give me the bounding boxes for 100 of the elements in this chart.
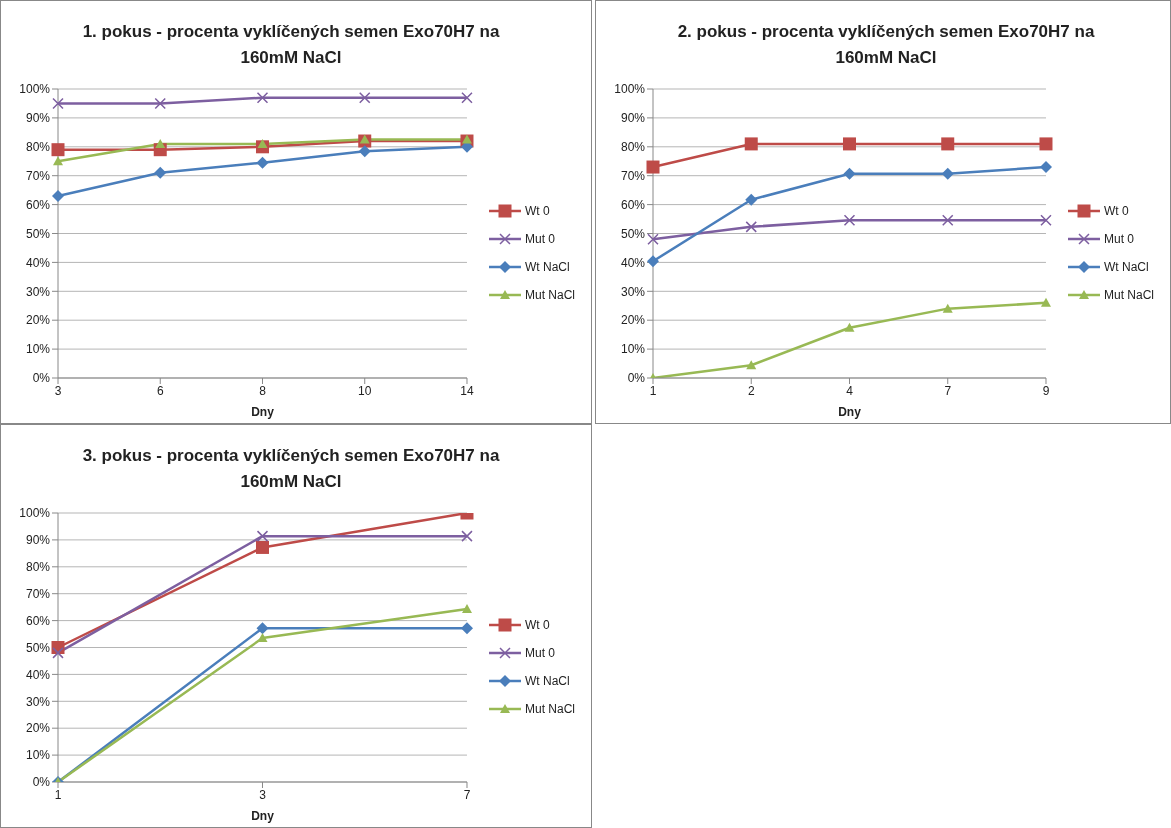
y-tick-label: 100%	[19, 82, 51, 97]
y-tick-label: 70%	[25, 168, 51, 183]
x-tick-label: 1	[649, 383, 657, 398]
chart-title: 1. pokus - procenta vyklíčených semen Exo70H7 na 160mM NaCl	[81, 21, 501, 69]
point	[646, 160, 660, 174]
point	[647, 233, 659, 246]
point	[256, 530, 269, 542]
point	[745, 221, 757, 233]
y-tick-label: 10%	[25, 342, 51, 357]
point	[941, 214, 954, 226]
y-tick-label: 20%	[620, 313, 646, 328]
point	[256, 156, 269, 169]
y-tick-label: 30%	[25, 284, 51, 299]
point	[52, 647, 64, 659]
y-tick-label: 100%	[19, 506, 51, 521]
point	[154, 97, 166, 110]
y-tick-label: 90%	[620, 111, 646, 126]
legend-label: Wt 0	[524, 618, 550, 632]
y-tick-label: 0%	[32, 371, 51, 386]
point	[257, 633, 268, 643]
y-tick-label: 10%	[25, 748, 51, 763]
x-tick-label: 7	[463, 787, 471, 802]
point	[461, 530, 473, 542]
point	[746, 360, 757, 370]
legend-label: Mut NaCl	[524, 702, 575, 716]
point	[842, 137, 856, 151]
legend-label: Mut 0	[1103, 232, 1134, 246]
point	[844, 322, 855, 332]
y-tick-label: 40%	[25, 255, 51, 270]
point	[1039, 161, 1052, 174]
x-tick-label: 6	[156, 383, 164, 398]
x-tick-label: 4	[846, 383, 854, 398]
x-tick-label: 10	[358, 383, 372, 398]
y-tick-label: 70%	[620, 168, 646, 183]
point	[843, 214, 856, 226]
point	[52, 189, 64, 202]
x-tick-label: 9	[1042, 383, 1050, 398]
point	[647, 255, 659, 268]
point	[941, 137, 955, 151]
legend-label: Wt NaCl	[524, 260, 570, 274]
point	[52, 97, 64, 110]
point	[1040, 297, 1051, 307]
point	[358, 91, 371, 104]
x-axis-title: Dny	[251, 405, 275, 419]
point	[155, 138, 166, 148]
legend-label: Wt 0	[1103, 204, 1129, 218]
legend-label: Mut 0	[524, 232, 555, 246]
legend-label: Wt NaCl	[1103, 260, 1149, 274]
y-tick-label: 70%	[25, 586, 51, 601]
x-tick-label: 8	[259, 383, 267, 398]
x-tick-label: 1	[54, 787, 62, 802]
point	[255, 540, 269, 554]
chart-title: 3. pokus - procenta vyklíčených semen Exo70H7 na 160mM NaCl	[81, 445, 501, 493]
y-tick-label: 60%	[25, 613, 51, 628]
legend-label: Mut 0	[524, 646, 555, 660]
point	[461, 604, 472, 614]
point	[942, 303, 953, 313]
point	[154, 166, 167, 179]
x-tick-label: 2	[747, 383, 755, 398]
x-axis-title: Dny	[838, 405, 862, 419]
y-tick-label: 40%	[25, 667, 51, 682]
point	[941, 167, 954, 180]
legend-label: Wt NaCl	[524, 674, 570, 688]
y-tick-label: 20%	[25, 313, 51, 328]
y-tick-label: 0%	[627, 371, 646, 386]
x-tick-label: 7	[944, 383, 952, 398]
y-tick-label: 60%	[620, 197, 646, 212]
point	[256, 91, 269, 104]
x-tick-label: 3	[54, 383, 62, 398]
chart-title: 2. pokus - procenta vyklíčených semen Exo70H7 na 160mM NaCl	[676, 21, 1096, 69]
y-tick-label: 20%	[25, 721, 51, 736]
point	[51, 143, 65, 157]
y-tick-label: 40%	[620, 255, 646, 270]
point	[744, 137, 758, 151]
y-tick-label: 10%	[620, 342, 646, 357]
y-tick-label: 60%	[25, 197, 51, 212]
point	[843, 167, 856, 180]
y-tick-label: 30%	[620, 284, 646, 299]
y-tick-label: 90%	[25, 533, 51, 548]
y-tick-label: 100%	[614, 82, 646, 97]
x-tick-label: 14	[460, 383, 474, 398]
point	[53, 156, 63, 166]
y-tick-label: 50%	[25, 640, 51, 655]
point	[745, 193, 758, 206]
y-tick-label: 50%	[25, 226, 51, 241]
y-tick-label: 0%	[32, 775, 51, 790]
point	[257, 138, 268, 148]
x-tick-label: 3	[259, 787, 267, 802]
y-tick-label: 80%	[25, 140, 51, 155]
point	[1039, 137, 1053, 151]
point	[1040, 214, 1052, 226]
y-tick-label: 80%	[620, 140, 646, 155]
point	[461, 134, 472, 144]
legend-label: Wt 0	[524, 204, 550, 218]
y-tick-label: 50%	[620, 226, 646, 241]
y-tick-label: 80%	[25, 560, 51, 575]
point	[358, 145, 371, 158]
legend-label: Mut NaCl	[524, 288, 575, 302]
point	[359, 134, 370, 144]
point	[461, 91, 473, 104]
